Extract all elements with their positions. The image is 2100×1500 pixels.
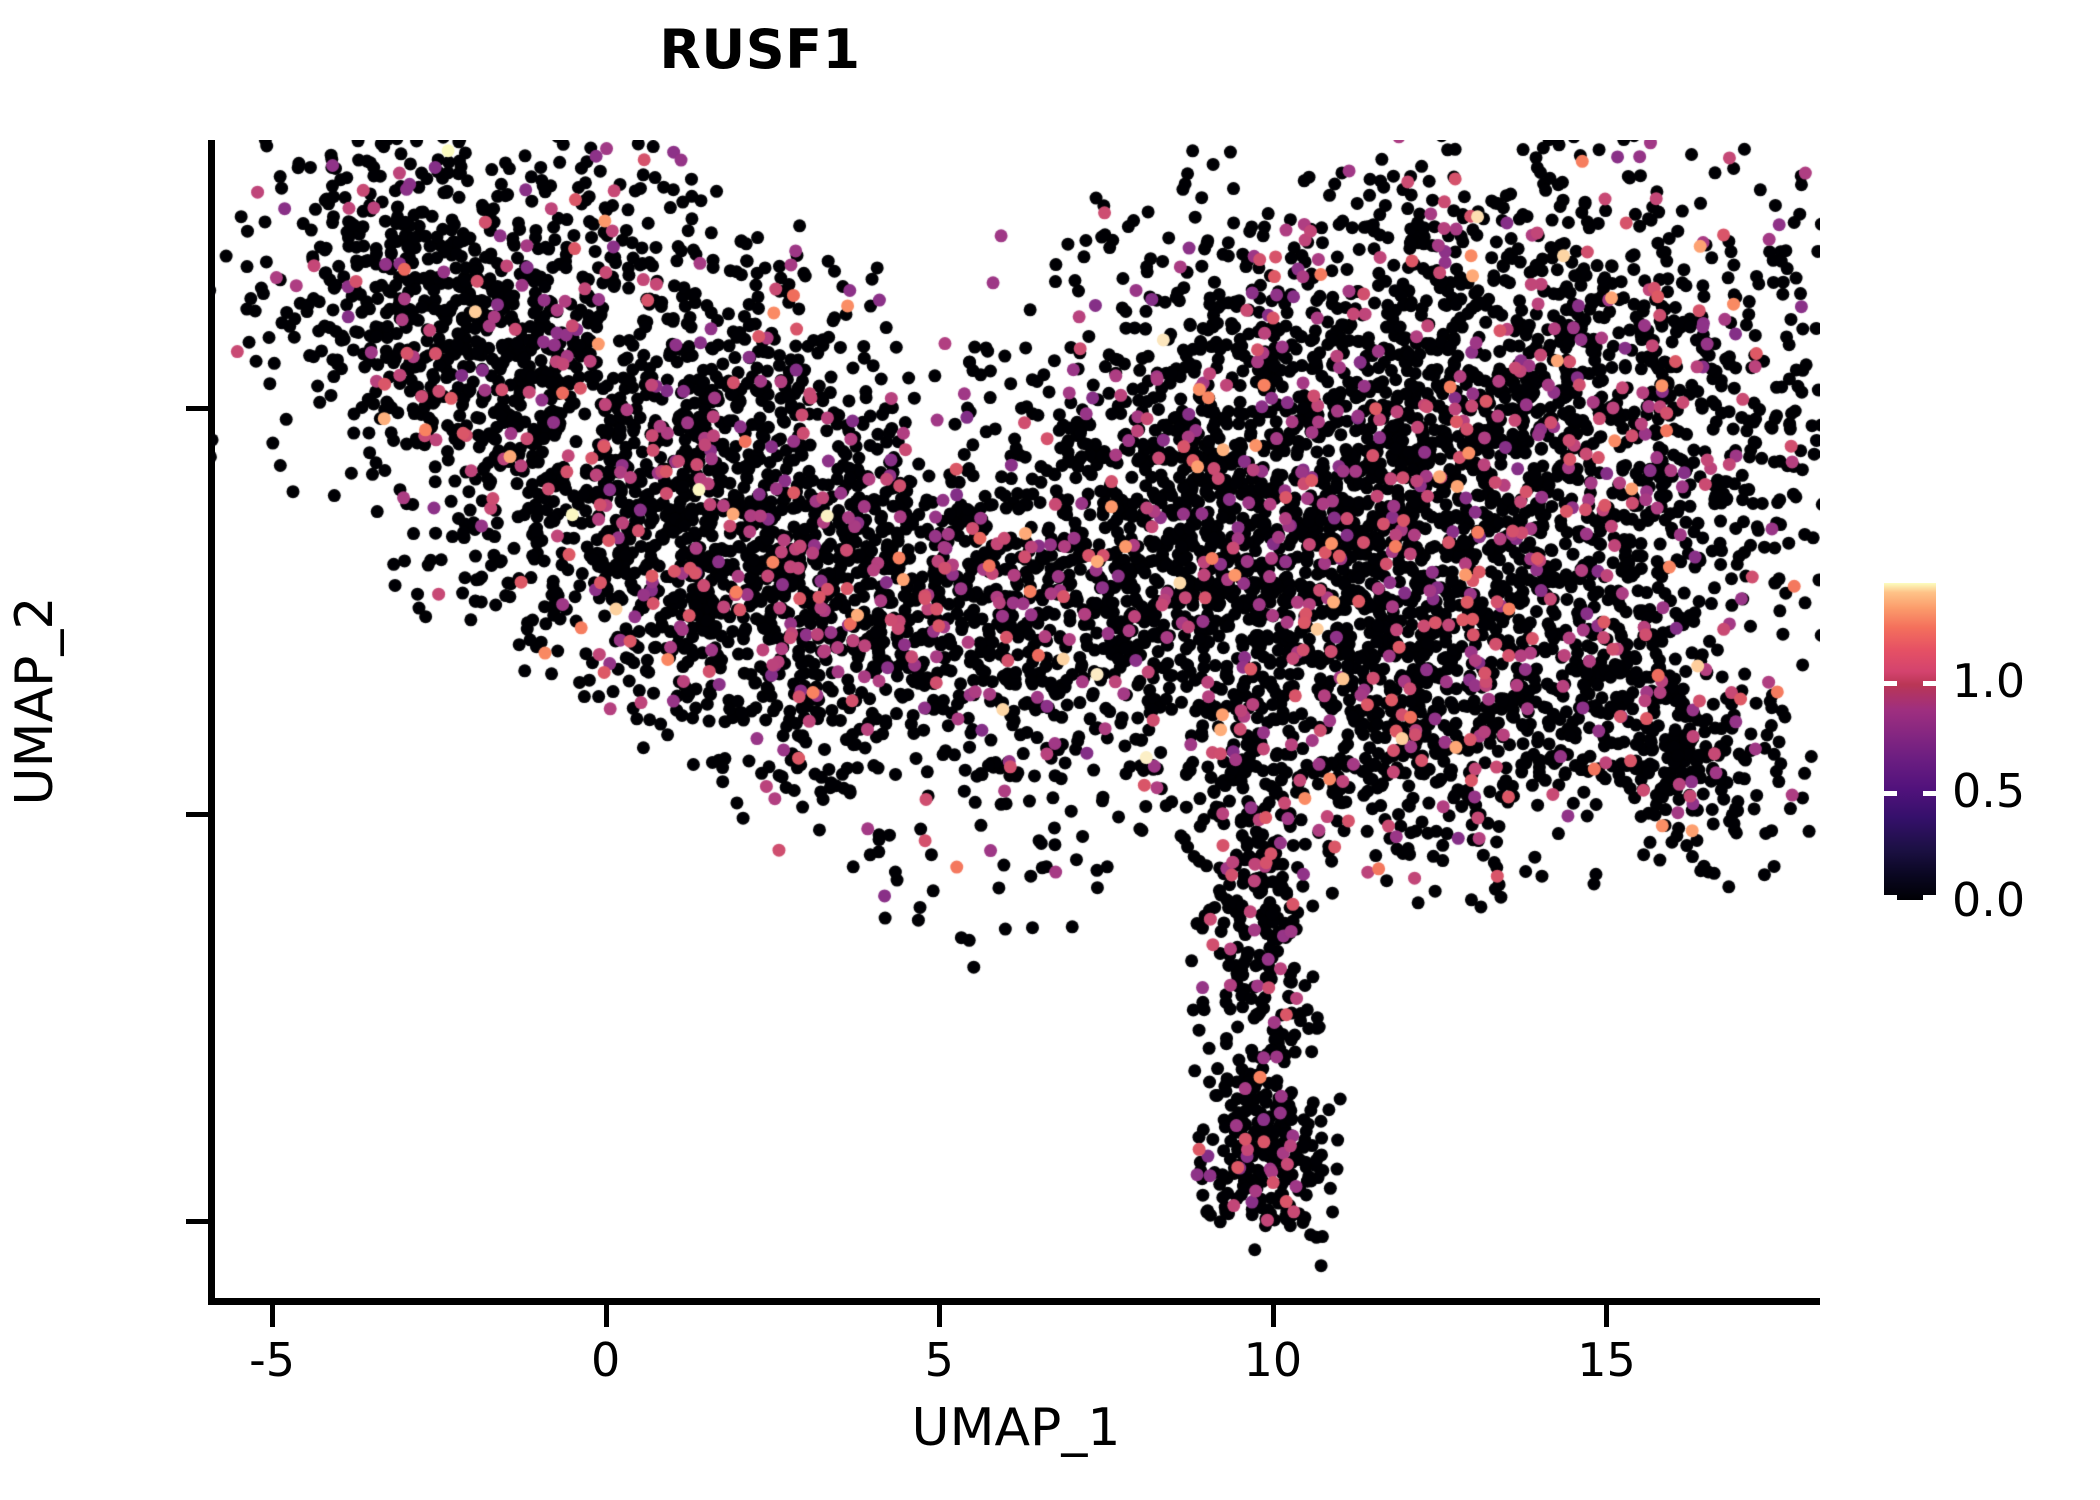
colorbar-tick-left-1 xyxy=(1884,790,1897,796)
page-title: RUSF1 xyxy=(659,18,861,81)
colorbar-gradient xyxy=(1884,583,1936,900)
y-tick-1 xyxy=(186,812,208,818)
x-tick-0 xyxy=(270,1305,276,1327)
plot-axes-area xyxy=(212,140,1820,1302)
x-tick-4 xyxy=(1604,1305,1610,1327)
colorbar-tick-right-0 xyxy=(1923,895,1936,900)
x-tick-3 xyxy=(1270,1305,1276,1327)
y-axis-spine xyxy=(208,140,215,1302)
x-tick-label-3: 10 xyxy=(1243,1333,1303,1387)
x-tick-label-1: 0 xyxy=(591,1333,621,1387)
y-tick-0 xyxy=(186,1218,208,1224)
colorbar-tick-left-0 xyxy=(1884,895,1897,900)
colorbar: 0.0 0.5 1.0 xyxy=(1884,583,2025,927)
colorbar-tick-right-2 xyxy=(1923,681,1936,687)
scatter-plot-canvas xyxy=(212,140,1820,1302)
colorbar-tick-right-1 xyxy=(1923,790,1936,796)
x-tick-1 xyxy=(603,1305,609,1327)
y-axis-label: UMAP_2 xyxy=(5,596,65,806)
x-axis-label: UMAP_1 xyxy=(911,1398,1121,1458)
colorbar-tick-label-0: 0.0 xyxy=(1952,873,2026,927)
x-tick-label-0: -5 xyxy=(249,1333,295,1387)
x-tick-label-4: 15 xyxy=(1577,1333,1636,1387)
y-tick-2 xyxy=(186,406,208,412)
colorbar-tick-label-1: 0.5 xyxy=(1952,763,2026,818)
x-tick-label-2: 5 xyxy=(924,1333,954,1387)
colorbar-tick-label-2: 1.0 xyxy=(1952,654,2026,709)
colorbar-tick-left-2 xyxy=(1884,681,1897,687)
x-tick-2 xyxy=(937,1305,943,1327)
